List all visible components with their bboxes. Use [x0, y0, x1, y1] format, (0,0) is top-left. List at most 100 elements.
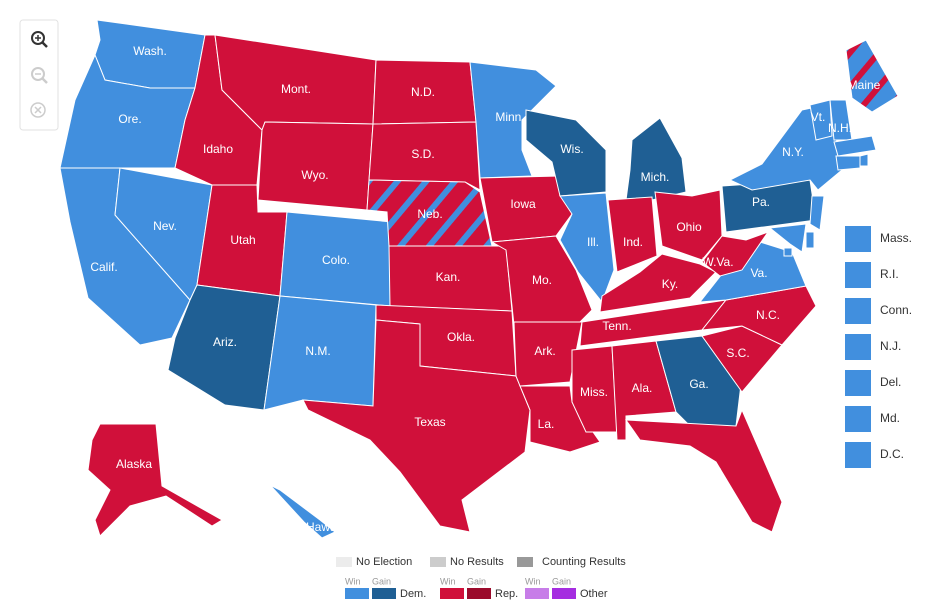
state-label: N.C.	[756, 308, 780, 322]
state-label: Mont.	[281, 82, 311, 96]
state-shape	[809, 99, 833, 141]
zoom-panel	[19, 19, 59, 131]
state-label: Kan.	[436, 270, 461, 284]
small-state-box	[845, 406, 871, 432]
state-label: Mich.	[641, 170, 670, 184]
legend-party-name: Rep.	[495, 588, 518, 600]
state-shape	[479, 175, 573, 243]
legend-gain-label: Gain	[372, 576, 391, 586]
state-label: Va.	[750, 266, 767, 280]
legend-win-label: Win	[440, 576, 456, 586]
small-states: Mass. R.I. Conn. N.J. Del. Md. D.C.	[845, 226, 912, 468]
state-shape	[559, 192, 615, 303]
legend-label: No Results	[450, 556, 504, 568]
legend-win-swatch	[525, 588, 549, 599]
state-label: Colo.	[322, 253, 350, 267]
state-shape	[701, 230, 770, 277]
state-label: N.D.	[411, 85, 435, 99]
state-label: Utah	[230, 233, 255, 247]
state-label: Neb.	[417, 207, 442, 221]
state-shape	[513, 321, 583, 387]
state-label: Vt.	[811, 110, 826, 124]
state-label: Pa.	[752, 195, 770, 209]
state-shape	[571, 345, 618, 433]
legend-gain-label: Gain	[552, 576, 571, 586]
state-label: Tenn.	[602, 319, 631, 333]
legend-win-swatch	[345, 588, 369, 599]
zoom-out-button[interactable]	[31, 67, 48, 84]
state-label: N.H.	[828, 121, 852, 135]
state-label: N.Y.	[782, 145, 804, 159]
state-label: Wis.	[560, 142, 583, 156]
state-label: Nev.	[153, 219, 177, 233]
small-state-label: D.C.	[880, 447, 904, 461]
legend-swatch	[430, 557, 446, 567]
state-label: W.Va.	[702, 255, 733, 269]
small-state-shape	[783, 247, 793, 257]
legend-gain-swatch	[552, 588, 576, 599]
legend-label: Counting Results	[542, 556, 626, 568]
state-label: Ind.	[623, 235, 643, 249]
legend-party-name: Other	[580, 588, 608, 600]
state-shape	[845, 39, 899, 113]
legend-win-label: Win	[525, 576, 541, 586]
small-state-label: Del.	[880, 375, 901, 389]
state-label: Iowa	[510, 197, 536, 211]
state-shape	[302, 319, 531, 533]
state-labels: Wash. Ore. Calif. Nev. Idaho Mont. Wyo. Utah Ari…	[90, 44, 880, 534]
small-state-shape	[768, 223, 807, 253]
state-label: S.C.	[726, 346, 749, 360]
small-state-label: R.I.	[880, 267, 899, 281]
zoom-in-button[interactable]	[31, 31, 48, 48]
small-state-label: Md.	[880, 411, 900, 425]
legend-gain-swatch	[467, 588, 491, 599]
small-state-shape	[859, 153, 869, 167]
small-state-box	[845, 262, 871, 288]
small-state-box	[845, 226, 871, 252]
state-label: Wash.	[133, 44, 167, 58]
state-shape	[599, 253, 717, 313]
small-state-shape	[833, 135, 877, 157]
reset-button[interactable]	[30, 102, 46, 118]
state-label: Minn.	[495, 110, 524, 124]
state-label: Mo.	[532, 273, 552, 287]
legend-gain-swatch	[372, 588, 396, 599]
state-shape	[469, 61, 557, 179]
state-label: Ohio	[676, 220, 702, 234]
small-state-shape	[835, 155, 861, 171]
zoom-controls	[19, 19, 59, 131]
legend-win-swatch	[440, 588, 464, 599]
state-label: N.M.	[305, 344, 330, 358]
state-label: Ore.	[118, 112, 141, 126]
state-label: Alaska	[116, 457, 152, 471]
legend-swatch	[336, 557, 352, 567]
state-shape	[87, 423, 223, 537]
state-label: Calif.	[90, 260, 117, 274]
state-label: Okla.	[447, 330, 475, 344]
small-state-label: N.J.	[880, 339, 901, 353]
state-label: Ark.	[534, 344, 555, 358]
states	[59, 19, 899, 539]
state-shape	[625, 408, 783, 533]
state-label: Idaho	[203, 142, 233, 156]
state-shape	[607, 196, 658, 273]
state-label: Texas	[414, 415, 445, 429]
small-state-label: Conn.	[880, 303, 912, 317]
state-shape	[368, 121, 481, 191]
legend-party-name: Dem.	[400, 588, 426, 600]
state-shape	[490, 235, 593, 326]
small-state-shape	[805, 231, 815, 249]
state-label: Wyo.	[301, 168, 328, 182]
small-state-box	[845, 442, 871, 468]
state-label: Maine	[848, 78, 881, 92]
state-label: Ky.	[662, 277, 678, 291]
legend-swatch	[517, 557, 533, 567]
small-state-box	[845, 298, 871, 324]
state-shape	[269, 484, 336, 539]
small-state-shape	[809, 195, 825, 231]
state-label: Fla.	[702, 459, 722, 473]
state-label: Hawaii	[306, 520, 342, 534]
legend-gain-label: Gain	[467, 576, 486, 586]
legend-win-label: Win	[345, 576, 361, 586]
